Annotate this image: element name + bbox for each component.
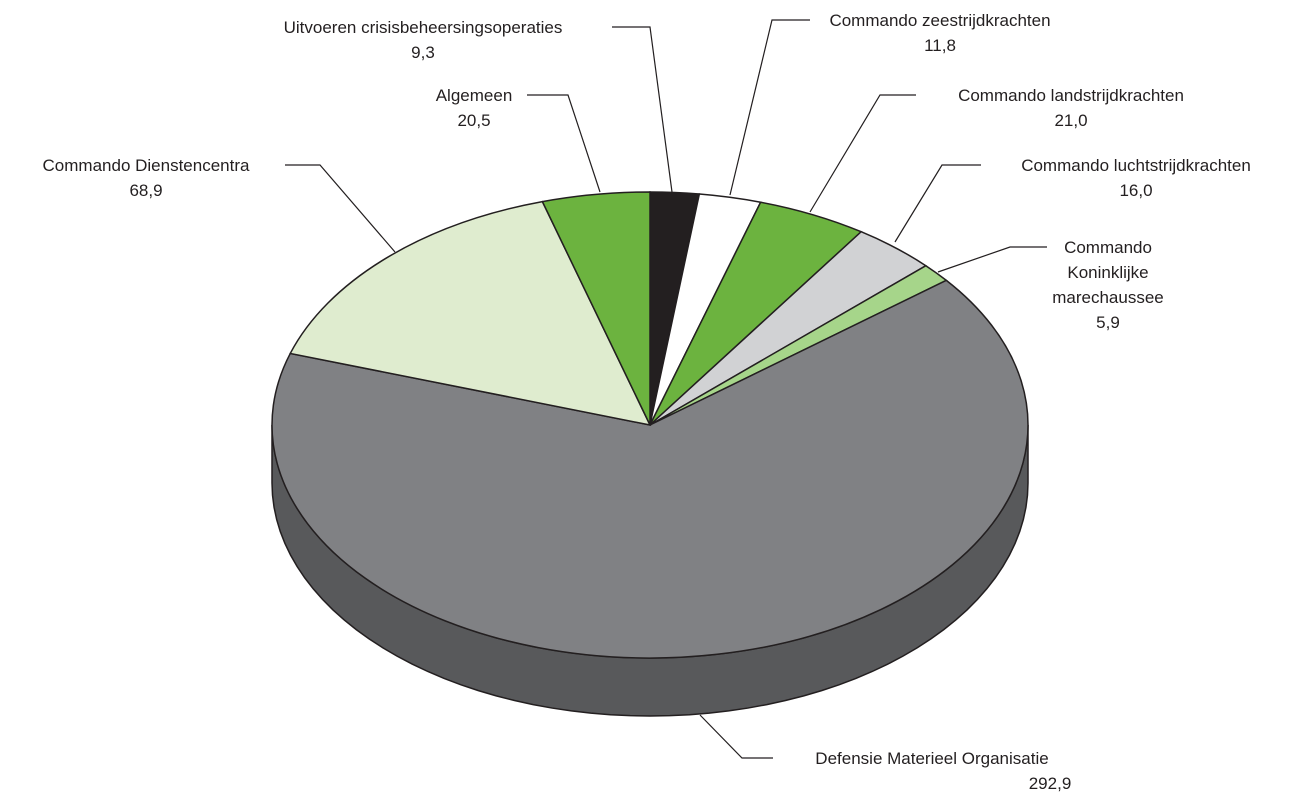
slice-label: Commando zeestrijdkrachten <box>829 11 1051 30</box>
value-label: 9,3 <box>411 43 435 62</box>
pie-slice <box>271 279 1029 659</box>
slice-label: Commando luchtstrijdkrachten <box>1021 156 1251 175</box>
leader-line <box>894 164 981 243</box>
leader-line <box>937 246 1047 273</box>
value-label: 292,9 <box>1028 774 1072 793</box>
value-label: 20,5 <box>457 111 491 130</box>
leader-line <box>285 164 396 253</box>
leader-line <box>612 26 673 193</box>
leader-line <box>809 94 916 213</box>
slice-label: Algemeen <box>435 86 513 105</box>
slice-label: Defensie Materieel Organisatie <box>815 749 1049 768</box>
leader-line <box>527 94 601 193</box>
pie-slice <box>541 191 651 426</box>
value-label: 11,8 <box>924 36 956 55</box>
slice-label: Commando Dienstencentra <box>42 156 250 175</box>
leader-line <box>729 19 810 196</box>
value-label: 68,9 <box>129 181 163 200</box>
slice-label: Commando landstrijdkrachten <box>958 86 1184 105</box>
pie-slice <box>289 200 652 427</box>
leader-line <box>699 714 773 759</box>
value-label: 5,9 <box>1096 313 1120 332</box>
value-label: 21,0 <box>1054 111 1088 130</box>
slice-label: Uitvoeren crisisbeheersingsoperaties <box>283 18 563 37</box>
value-label: 16,0 <box>1119 181 1153 200</box>
slice-label: Commando Koninklijke marechaussee <box>1052 238 1164 307</box>
